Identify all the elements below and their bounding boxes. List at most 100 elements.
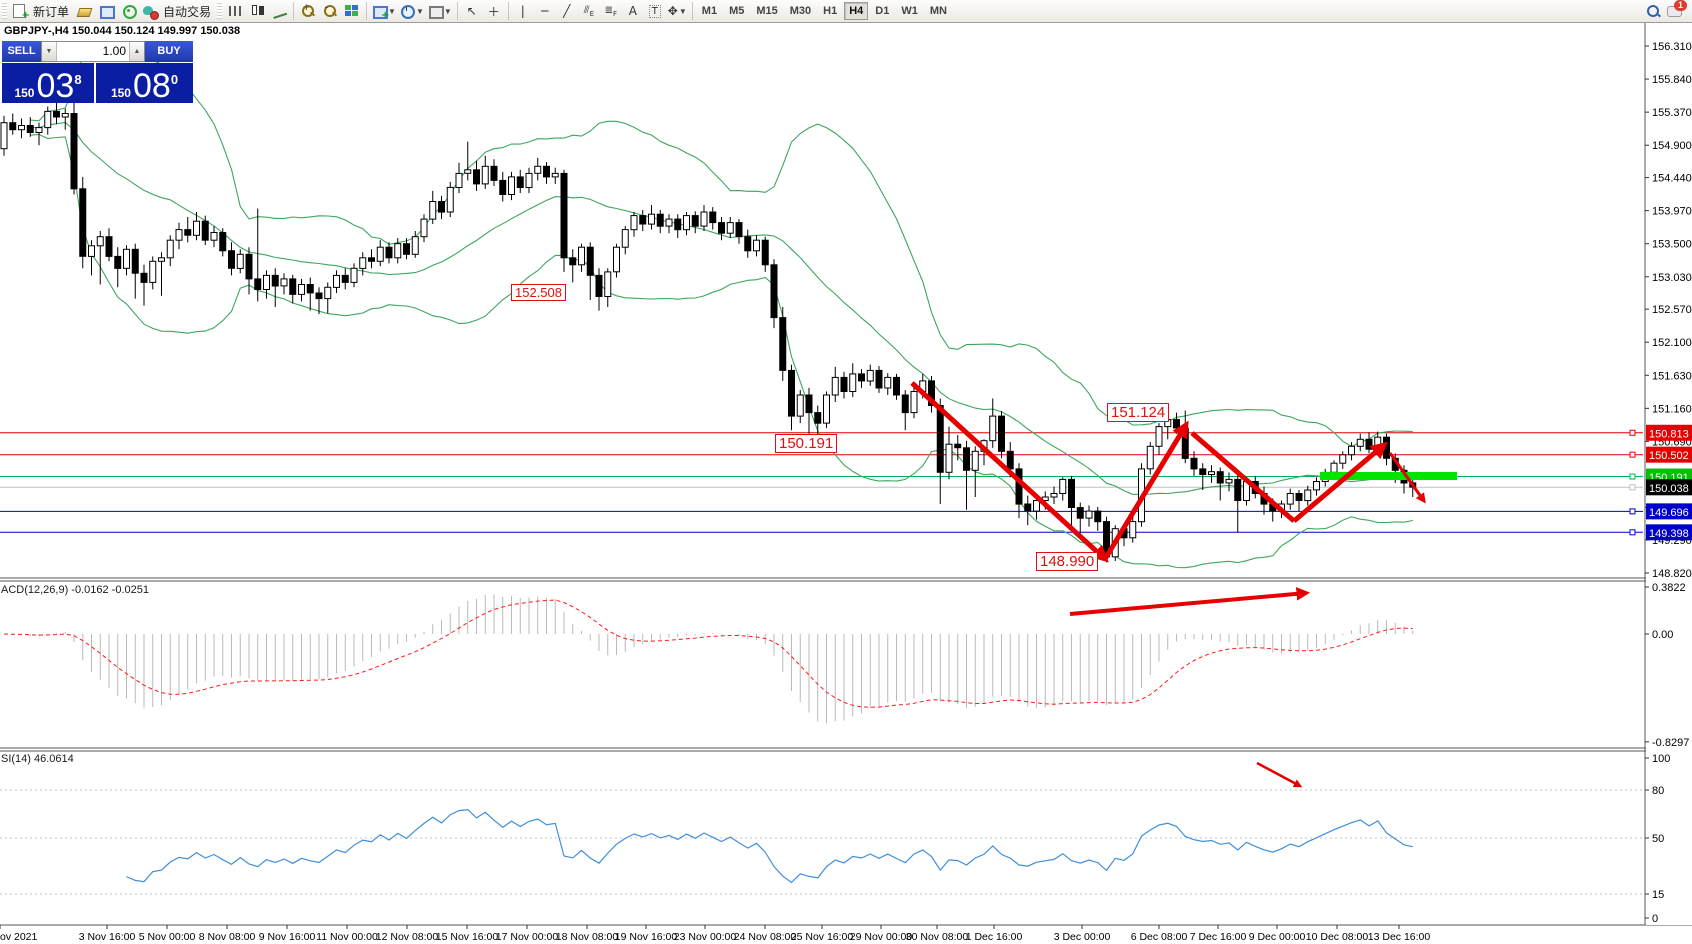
line-handle[interactable] <box>1629 451 1636 458</box>
shapes-tool-button[interactable]: ✥ ▼ <box>667 1 688 21</box>
fibonacci-tool-button[interactable]: ≣F <box>601 1 621 21</box>
cursor-tool-button[interactable]: ↖ <box>462 1 482 21</box>
tile-windows-button[interactable] <box>342 1 362 21</box>
volume-increase-button[interactable]: ▲ <box>129 42 144 61</box>
timeframe-M1[interactable]: M1 <box>701 5 718 17</box>
new-order-label[interactable]: 新订单 <box>33 4 70 19</box>
candle-body <box>516 176 524 188</box>
price-label-150.813[interactable] <box>1646 424 1692 441</box>
gold-button[interactable] <box>74 1 94 21</box>
rsi-trend-arrow[interactable] <box>1256 761 1303 788</box>
volume-input[interactable]: 1.00 <box>102 44 126 58</box>
trend-arrow[interactable] <box>1102 420 1189 561</box>
trend-arrow[interactable] <box>1190 431 1296 523</box>
macd-signal-line <box>3 599 1413 708</box>
candle-body <box>1050 493 1058 498</box>
candle-body <box>823 394 830 424</box>
auto-trading-button[interactable] <box>140 1 160 21</box>
timeframe-H1[interactable]: H1 <box>823 5 838 17</box>
time-tick-label: 7 Dec 16:00 <box>1190 931 1247 943</box>
price-annotation[interactable]: 151.124 <box>1107 403 1170 422</box>
candle-body <box>280 278 288 287</box>
support-highlight-band[interactable] <box>1320 472 1457 480</box>
candle-body <box>333 274 340 288</box>
zoom-out-button[interactable]: - <box>320 1 340 21</box>
indicators-button[interactable]: + ▼ <box>371 1 397 21</box>
timeframe-M5[interactable]: M5 <box>729 5 745 17</box>
timeframe-D1[interactable]: D1 <box>875 5 890 17</box>
notifications-button[interactable]: 1 <box>1665 0 1687 21</box>
timeframe-W1[interactable]: W1 <box>901 5 918 17</box>
candle-body <box>219 232 227 252</box>
sell-button[interactable]: SELL <box>2 41 41 62</box>
periods-button[interactable]: ▼ <box>399 1 425 21</box>
buy-button[interactable]: BUY <box>145 41 193 62</box>
sell-price[interactable]: 150 03 8 <box>2 63 94 103</box>
price-annotation[interactable]: 152.508 <box>511 284 566 301</box>
line-chart-button[interactable] <box>269 1 289 21</box>
candle-body <box>1234 478 1242 501</box>
hline-tool-button[interactable]: ─ <box>535 1 555 21</box>
candle-chart-button[interactable] <box>247 1 267 21</box>
text-tool-button[interactable]: A <box>623 1 643 21</box>
price-label-text: 150.502 <box>1649 450 1689 462</box>
new-order-button[interactable]: + <box>10 1 30 21</box>
price-chart[interactable]: 156.310 155.840 155.370 154.900 154.440 153.9… <box>0 23 1692 944</box>
timeframe-group: M1 M5 M15 M30 H1 H4 D1 W1 MN <box>696 2 953 20</box>
candle-body <box>123 248 130 269</box>
templates-button[interactable]: ▼ <box>427 1 453 21</box>
label-tool-button[interactable]: T <box>645 1 665 21</box>
market-watch-button[interactable] <box>96 1 116 21</box>
line-handle[interactable] <box>1629 484 1636 491</box>
price-label-149.696[interactable] <box>1646 503 1692 520</box>
timeframe-M30[interactable]: M30 <box>789 5 812 17</box>
price-tick-label: 155.840 <box>1652 74 1692 86</box>
candle-body <box>639 215 647 225</box>
trend-arrow[interactable] <box>1292 441 1388 523</box>
price-annotation[interactable]: 150.191 <box>775 434 838 453</box>
timeframe-M15[interactable]: M15 <box>756 5 778 17</box>
candle-body <box>814 412 822 424</box>
chart-area: 156.310 155.840 155.370 154.900 154.440 153.9… <box>0 23 1692 944</box>
rsi-indicator-label: SI(14) 46.0614 <box>1 753 74 765</box>
timeframe-MN[interactable]: MN <box>929 5 947 17</box>
candlestick-icon <box>251 3 265 16</box>
price-annotation[interactable]: 148.990 <box>1036 552 1099 571</box>
buy-price-prefix: 150 <box>110 86 131 100</box>
trend-arrow[interactable] <box>910 381 1109 563</box>
channel-tool-button[interactable]: ⫻E <box>579 1 599 21</box>
price-label-150.502[interactable] <box>1646 446 1692 463</box>
price-label-150.038[interactable] <box>1646 479 1692 496</box>
line-handle[interactable] <box>1629 529 1636 536</box>
line-handle[interactable] <box>1629 429 1636 436</box>
rsi-tick-label: 15 <box>1652 889 1664 901</box>
sell-price-prefix: 150 <box>14 86 35 100</box>
line-handle[interactable] <box>1629 508 1636 515</box>
line-handle[interactable] <box>1629 473 1636 480</box>
search-button[interactable] <box>1643 1 1663 21</box>
candle-body <box>271 274 279 287</box>
candle-body <box>963 447 970 471</box>
signals-button[interactable] <box>118 1 138 21</box>
zoom-in-button[interactable]: + <box>298 1 318 21</box>
crosshair-tool-button[interactable]: ＋ <box>484 1 504 21</box>
vline-tool-button[interactable]: | <box>513 1 533 21</box>
bollinger-lower <box>30 133 1413 569</box>
candle-body <box>315 292 323 300</box>
sell-price-big: 03 <box>36 67 75 105</box>
rsi-line <box>126 808 1413 884</box>
auto-trading-label[interactable]: 自动交易 <box>163 4 212 19</box>
volume-decrease-button[interactable]: ▼ <box>42 42 57 61</box>
trendline-tool-button[interactable]: ╱ <box>557 1 577 21</box>
timeframe-H4[interactable]: H4 <box>844 2 869 20</box>
price-label-149.398[interactable] <box>1646 524 1692 541</box>
template-icon <box>428 4 444 19</box>
candle-body <box>656 213 664 227</box>
bar-chart-button[interactable] <box>225 1 245 21</box>
macd-trend-arrow[interactable] <box>1069 587 1311 616</box>
buy-price[interactable]: 150 08 0 <box>96 63 193 103</box>
line-chart-icon <box>270 4 287 19</box>
candle-body <box>945 443 953 473</box>
trend-arrow[interactable] <box>1388 452 1426 504</box>
candle-body <box>464 169 472 174</box>
